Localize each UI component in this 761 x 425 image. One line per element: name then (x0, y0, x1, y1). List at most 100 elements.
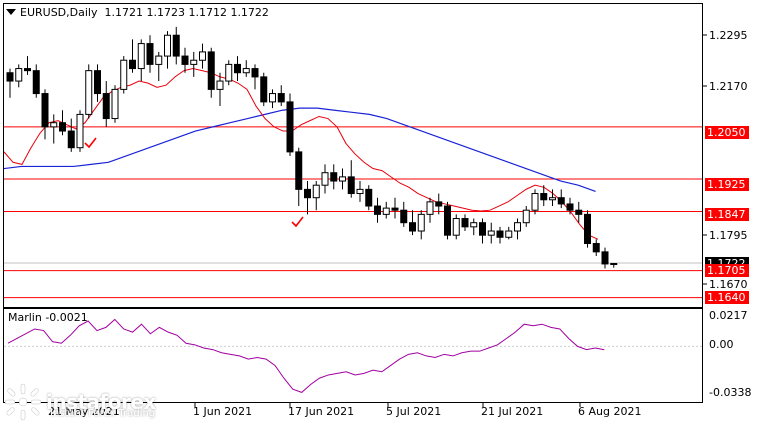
candle-body (295, 151, 303, 190)
candle-body (426, 201, 434, 215)
candle-body (269, 93, 276, 103)
candle-body (505, 230, 513, 238)
candle-body (146, 43, 154, 65)
price-tick-label: 1.2295 (709, 29, 748, 42)
candle-body (549, 197, 556, 201)
candle-body (575, 209, 583, 215)
candle-body (59, 122, 66, 132)
candle-body (435, 201, 443, 207)
candle-body (347, 176, 355, 195)
price-tick-label: 1.2170 (709, 80, 748, 93)
candle-body (487, 230, 495, 236)
candle-body (531, 193, 539, 211)
candle-body (234, 63, 241, 74)
candle-body (374, 205, 381, 215)
candle-body (277, 93, 285, 103)
level-label: 1.1847 (705, 208, 749, 221)
candle-body (461, 218, 469, 228)
time-label: 21 May 2021 (48, 405, 120, 418)
candle-body (172, 34, 180, 57)
candle-body (400, 209, 408, 224)
candle-body (32, 70, 40, 95)
candle-body (50, 122, 58, 128)
candle-body (514, 222, 521, 232)
instaforex-logo-icon (4, 383, 42, 421)
price-tick-label: 1.1670 (709, 278, 748, 291)
candle-body (260, 76, 268, 103)
candle-body (365, 188, 373, 207)
level-label: 1.1640 (705, 291, 749, 304)
candle-body (216, 80, 224, 90)
candle-body (76, 113, 84, 149)
time-label: 6 Aug 2021 (578, 405, 642, 418)
candle-body (470, 222, 478, 228)
price-tick-label: 1.1795 (709, 229, 748, 242)
candle-body (207, 51, 215, 90)
main-chart-frame (3, 3, 703, 308)
candle-body (129, 59, 136, 70)
candle-body (522, 209, 530, 224)
watermark-tagline: Instant Forex Trading (50, 408, 156, 419)
indicator-tick-label: -0.0338 (709, 386, 752, 399)
ohlc-values: 1.1721 1.1723 1.1712 1.1722 (104, 6, 269, 19)
candle-body (15, 68, 23, 82)
level-label: 1.1925 (705, 178, 749, 191)
indicator-frame (3, 308, 703, 403)
candle-body (304, 188, 311, 199)
candle-body (566, 203, 574, 211)
symbol-label: EURUSD,Daily (20, 6, 98, 19)
candle-body (330, 172, 338, 182)
candle-body (286, 101, 294, 153)
candle-body (94, 70, 101, 95)
candle-body (190, 59, 198, 65)
candle-body (321, 172, 329, 186)
candle-body (479, 222, 486, 236)
watermark: instaforex Instant Forex Trading (2, 381, 156, 423)
candle-body (181, 55, 189, 65)
level-label: 1.2050 (705, 126, 749, 139)
level-label: 1.1705 (705, 264, 749, 277)
candle-body (540, 193, 548, 201)
candle-body (610, 263, 618, 266)
candle-body (251, 68, 259, 78)
time-label: 21 Jul 2021 (481, 405, 544, 418)
candle-body (102, 93, 110, 120)
dropdown-triangle-icon[interactable] (6, 9, 16, 15)
time-label: 1 Jun 2021 (193, 405, 253, 418)
indicator-tick-label: 0.00 (709, 338, 734, 351)
candle-body (199, 51, 206, 61)
candle-body (24, 68, 31, 72)
indicator-title: Marlin -0.0021 (8, 311, 88, 324)
candle-body (584, 213, 591, 245)
candle-body (155, 55, 163, 65)
candle-body (339, 176, 346, 182)
watermark-brand: instaforex (46, 390, 156, 414)
candle-body (85, 70, 93, 115)
candle-body (164, 34, 171, 57)
candle-body (242, 68, 250, 74)
candle-body (67, 130, 75, 149)
time-label: 17 Jun 2021 (288, 405, 355, 418)
candle-body (111, 88, 119, 120)
candle-body (557, 197, 565, 205)
check-mark-icon (84, 137, 97, 149)
candle-body (6, 72, 14, 82)
check-mark-icon (291, 216, 304, 228)
oscillator-line (7, 318, 605, 393)
candle-body (120, 59, 128, 90)
candle-body (452, 218, 460, 236)
chart-header: EURUSD,Daily 1.1721 1.1723 1.1712 1.1722 (6, 6, 269, 19)
candle-body (592, 243, 600, 253)
candle-body (417, 213, 425, 232)
candle-body (409, 222, 416, 232)
candle-body (41, 93, 49, 128)
candle-body (312, 184, 320, 199)
candle-body (391, 207, 399, 211)
indicator-tick-label: 0.0217 (709, 309, 748, 322)
candle-body (137, 43, 145, 70)
time-label: 5 Jul 2021 (386, 405, 442, 418)
candle-body (382, 207, 390, 215)
candle-body (601, 251, 609, 265)
candle-body (225, 63, 233, 82)
